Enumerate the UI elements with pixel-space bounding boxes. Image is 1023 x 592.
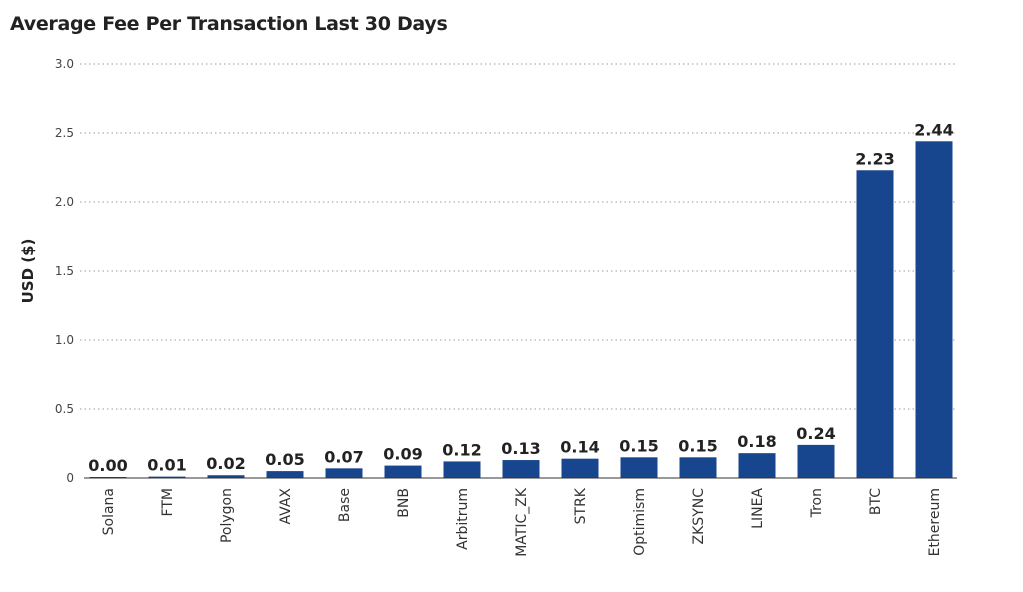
category-label: LINEA — [750, 488, 766, 529]
y-axis-ticks: 0 0.5 1.0 1.5 2.0 2.5 3.0 — [55, 57, 74, 485]
y-tick-label: 1.5 — [55, 264, 74, 278]
data-label: 0.15 — [678, 436, 717, 455]
category-label: STRK — [573, 487, 589, 524]
y-tick-label: 2.5 — [55, 126, 74, 140]
data-label: 0.05 — [265, 450, 304, 469]
category-label: Polygon — [219, 488, 235, 543]
bar — [266, 471, 304, 478]
bar — [915, 141, 953, 478]
gridlines — [80, 63, 957, 410]
category-label: FTM — [160, 488, 176, 516]
bar — [148, 476, 186, 478]
data-label: 2.23 — [855, 149, 894, 168]
category-label: Solana — [101, 488, 117, 535]
category-label: Base — [337, 488, 353, 522]
bar — [325, 468, 363, 478]
y-tick-label: 0 — [66, 471, 74, 485]
data-label: 0.01 — [147, 456, 186, 475]
bar — [679, 457, 717, 478]
data-label: 0.14 — [560, 438, 599, 457]
y-tick-label: 1.0 — [55, 333, 74, 347]
category-label: Tron — [809, 488, 825, 518]
data-label: 0.12 — [442, 440, 481, 459]
bar — [561, 458, 599, 478]
data-label: 0.13 — [501, 439, 540, 458]
bar — [797, 444, 835, 478]
category-label: MATIC_ZK — [514, 487, 530, 557]
y-tick-label: 2.0 — [55, 195, 74, 209]
data-label: 0.09 — [383, 445, 422, 464]
data-label: 0.24 — [796, 424, 835, 443]
category-label: Optimism — [632, 488, 648, 556]
bar — [502, 460, 540, 478]
bar — [384, 465, 422, 478]
bars — [89, 141, 953, 478]
data-label: 0.00 — [88, 456, 127, 475]
y-tick-label: 3.0 — [55, 57, 74, 71]
data-label: 2.44 — [914, 120, 953, 139]
chart-title: Average Fee Per Transaction Last 30 Days — [10, 13, 448, 35]
bar — [620, 457, 658, 478]
category-label: Ethereum — [927, 488, 943, 556]
category-label: BTC — [868, 488, 884, 515]
data-label: 0.15 — [619, 436, 658, 455]
category-label: ZKSYNC — [691, 488, 707, 545]
category-label: BNB — [396, 488, 412, 518]
data-label: 0.07 — [324, 447, 363, 466]
y-tick-label: 0.5 — [55, 402, 74, 416]
bar — [856, 170, 894, 478]
x-axis-categories: Solana FTM Polygon AVAX Base BNB Arbitrum MATIC… — [101, 487, 943, 557]
bar — [443, 461, 481, 478]
data-label: 0.02 — [206, 454, 245, 473]
data-label: 0.18 — [737, 432, 776, 451]
data-labels: 0.00 0.01 0.02 0.05 0.07 0.09 0.12 0.13 0.14 0.15… — [88, 120, 953, 475]
category-label: AVAX — [278, 488, 294, 525]
bar — [207, 475, 245, 478]
category-label: Arbitrum — [455, 488, 471, 550]
y-axis-title: USD ($) — [19, 239, 37, 304]
bar — [738, 453, 776, 478]
